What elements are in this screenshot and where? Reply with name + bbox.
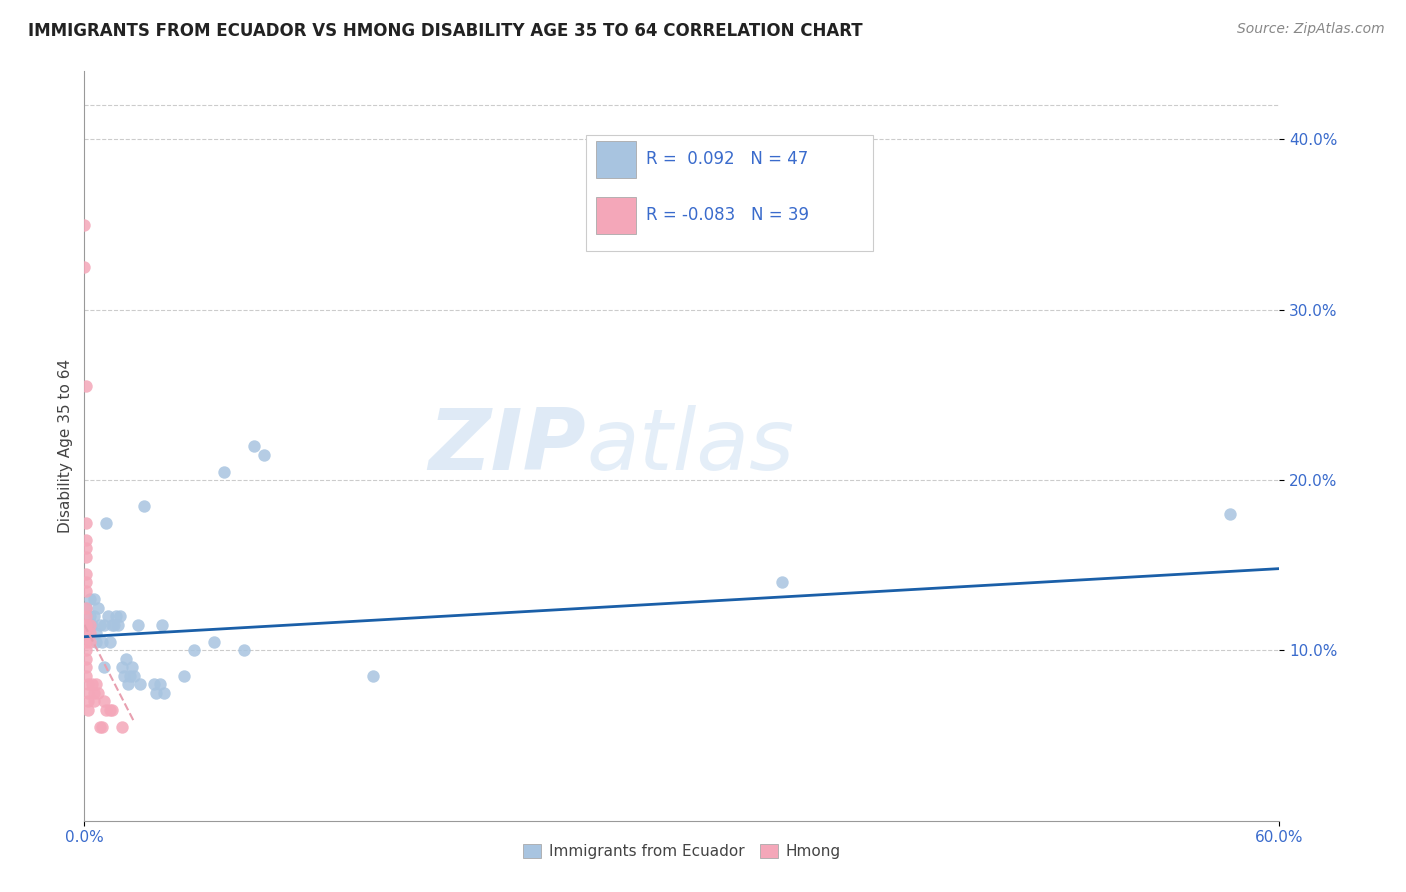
Y-axis label: Disability Age 35 to 64: Disability Age 35 to 64 <box>58 359 73 533</box>
Point <box>103 617 125 632</box>
Text: Source: ZipAtlas.com: Source: ZipAtlas.com <box>1237 22 1385 37</box>
Point <box>173 669 195 683</box>
Point <box>132 499 156 513</box>
Point <box>75 626 97 640</box>
Point <box>75 516 97 530</box>
Point <box>77 686 100 700</box>
Point <box>83 609 105 624</box>
Point <box>143 677 166 691</box>
Point <box>98 635 121 649</box>
Point <box>87 686 110 700</box>
Point <box>77 703 100 717</box>
Point <box>87 600 110 615</box>
Point <box>111 660 134 674</box>
Point <box>110 609 132 624</box>
Point <box>361 669 384 683</box>
Point <box>770 575 793 590</box>
Point <box>75 643 97 657</box>
Legend: Immigrants from Ecuador, Hmong: Immigrants from Ecuador, Hmong <box>517 838 846 865</box>
Point <box>75 533 97 547</box>
Point <box>129 677 152 691</box>
FancyBboxPatch shape <box>596 141 637 178</box>
Point <box>1219 507 1241 521</box>
Point <box>79 609 101 624</box>
Point <box>150 617 173 632</box>
Point <box>97 609 120 624</box>
Point <box>75 660 97 674</box>
Point <box>79 635 101 649</box>
Point <box>75 600 97 615</box>
Point <box>121 660 143 674</box>
Point <box>86 677 108 691</box>
Point <box>79 617 101 632</box>
Point <box>75 549 97 564</box>
Point <box>75 652 97 666</box>
Point <box>101 703 124 717</box>
Point <box>83 694 105 708</box>
Point <box>253 448 276 462</box>
Point <box>77 617 100 632</box>
Point <box>112 669 135 683</box>
Point <box>86 626 108 640</box>
Point <box>149 677 172 691</box>
Point <box>89 617 111 632</box>
Point <box>242 439 264 453</box>
Point <box>91 720 114 734</box>
Point <box>127 617 149 632</box>
Point <box>91 635 114 649</box>
Point <box>153 686 176 700</box>
Point <box>93 694 115 708</box>
Point <box>77 694 100 708</box>
Point <box>212 465 235 479</box>
Text: ZIP: ZIP <box>429 404 586 488</box>
Point <box>96 516 118 530</box>
Point <box>79 626 101 640</box>
Point <box>75 635 97 649</box>
Point <box>93 617 115 632</box>
Text: R = -0.083   N = 39: R = -0.083 N = 39 <box>647 206 808 224</box>
Point <box>89 720 111 734</box>
Point <box>96 703 118 717</box>
Point <box>145 686 167 700</box>
Point <box>82 617 104 632</box>
Point <box>75 617 97 632</box>
Point <box>75 575 97 590</box>
Text: IMMIGRANTS FROM ECUADOR VS HMONG DISABILITY AGE 35 TO 64 CORRELATION CHART: IMMIGRANTS FROM ECUADOR VS HMONG DISABIL… <box>28 22 863 40</box>
Point <box>73 218 96 232</box>
Text: atlas: atlas <box>586 404 794 488</box>
Point <box>93 660 115 674</box>
Point <box>79 592 101 607</box>
Point <box>117 677 139 691</box>
Point <box>232 643 254 657</box>
Point <box>111 720 134 734</box>
Point <box>73 260 96 275</box>
Point <box>75 541 97 556</box>
Point <box>101 617 124 632</box>
Point <box>75 609 97 624</box>
Point <box>105 609 128 624</box>
Point <box>75 583 97 598</box>
Point <box>82 677 104 691</box>
Point <box>77 677 100 691</box>
Point <box>75 566 97 581</box>
Point <box>120 669 142 683</box>
Point <box>83 592 105 607</box>
Point <box>75 379 97 393</box>
Point <box>75 669 97 683</box>
FancyBboxPatch shape <box>596 197 637 234</box>
Point <box>75 617 97 632</box>
Point <box>98 703 121 717</box>
Point <box>75 600 97 615</box>
FancyBboxPatch shape <box>586 135 873 252</box>
Point <box>183 643 205 657</box>
Point <box>122 669 145 683</box>
Text: R =  0.092   N = 47: R = 0.092 N = 47 <box>647 150 808 168</box>
Point <box>86 635 108 649</box>
Point <box>115 652 138 666</box>
Point <box>83 686 105 700</box>
Point <box>202 635 225 649</box>
Point <box>107 617 129 632</box>
